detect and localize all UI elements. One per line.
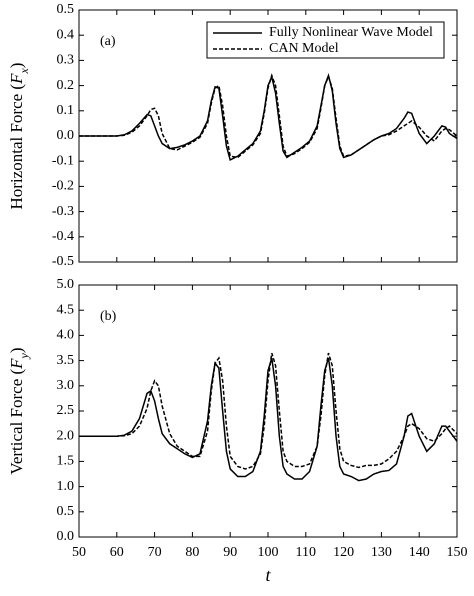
y-tick-label: 3.0	[57, 378, 75, 393]
x-tick-label: 60	[110, 545, 124, 560]
y-tick-label: 0.3	[57, 53, 75, 68]
y-tick-label: 1.0	[57, 479, 75, 494]
y-tick-label: 1.5	[57, 454, 75, 469]
y-axis-label: Vertical Force (Fy)	[7, 347, 31, 474]
y-tick-label: 0.0	[57, 128, 75, 143]
y-tick-label: 3.5	[57, 353, 75, 368]
y-axis-label: Horizontal Force (Fx)	[7, 63, 31, 210]
y-tick-label: 4.5	[57, 302, 75, 317]
y-tick-label: 0.4	[57, 27, 75, 42]
legend-label: CAN Model	[269, 41, 339, 56]
plot-frame	[78, 284, 458, 538]
y-tick-label: 2.5	[57, 403, 75, 418]
y-tick-label: 0.1	[57, 103, 75, 118]
y-axis-label-part: )	[7, 63, 26, 69]
y-axis-label-part: F	[7, 73, 26, 85]
legend-label: Fully Nonlinear Wave Model	[269, 25, 433, 40]
y-tick-label: 0.5	[57, 2, 75, 17]
panel-label: (a)	[100, 34, 116, 49]
y-axis-label-part: Horizontal Force (	[7, 84, 26, 210]
x-tick-label: 120	[333, 545, 354, 560]
x-tick-label: 150	[447, 545, 468, 560]
y-axis-label-part: x	[17, 68, 31, 75]
y-axis-label-part: Vertical Force (	[7, 368, 26, 474]
y-axis-label-part: y	[17, 352, 31, 359]
y-tick-label: -0.1	[52, 153, 74, 168]
y-tick-label: -0.3	[52, 204, 74, 219]
y-axis-label-part: )	[7, 347, 26, 353]
data-line	[79, 73, 458, 159]
x-tick-label: 130	[371, 545, 392, 560]
panel-label: (b)	[100, 309, 117, 324]
y-tick-label: -0.5	[52, 254, 74, 269]
y-tick-label: 2.0	[57, 428, 75, 443]
legend-box	[206, 21, 445, 59]
y-tick-label: 4.0	[57, 328, 75, 343]
x-axis-label: t	[265, 565, 271, 585]
x-tick-label: 80	[185, 545, 199, 560]
y-tick-label: 0.5	[57, 504, 75, 519]
x-tick-label: 110	[296, 545, 316, 560]
x-tick-label: 50	[72, 545, 86, 560]
y-tick-label: -0.4	[52, 229, 74, 244]
y-tick-label: 0.0	[57, 529, 75, 544]
y-axis-label-part: F	[7, 358, 26, 370]
y-tick-label: 0.2	[57, 78, 75, 93]
y-tick-label: -0.2	[52, 179, 74, 194]
data-line	[79, 352, 458, 470]
x-tick-label: 70	[148, 545, 162, 560]
y-tick-label: 5.0	[57, 277, 75, 292]
x-tick-label: 140	[409, 545, 430, 560]
x-tick-label: 100	[258, 545, 279, 560]
x-tick-label: 90	[223, 545, 237, 560]
